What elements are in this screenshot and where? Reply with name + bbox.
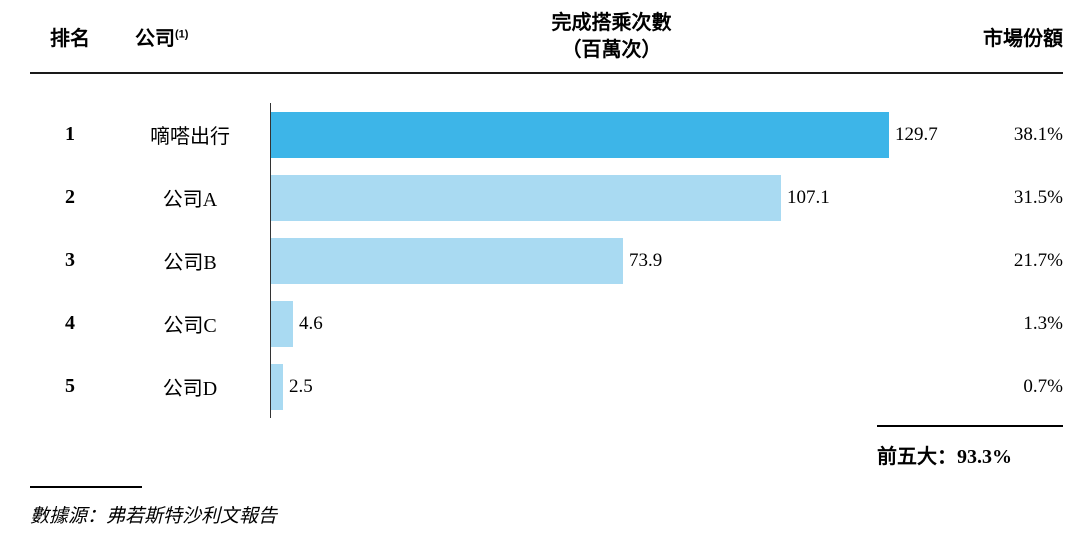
source-text: 數據源：弗若斯特沙利文報告 bbox=[30, 506, 278, 527]
bar-cell: 129.7 bbox=[270, 103, 953, 166]
bar-value-label: 107.1 bbox=[787, 186, 830, 208]
rank-cell: 1 bbox=[65, 123, 75, 145]
total-box: 前五大：93.3% bbox=[877, 425, 1063, 469]
rank-cell: 5 bbox=[65, 375, 75, 397]
rank-cell: 4 bbox=[65, 312, 75, 334]
bar-cell: 107.1 bbox=[270, 166, 953, 229]
company-cell: 公司C bbox=[163, 315, 217, 337]
table-row: 2 公司A 107.1 31.5% bbox=[30, 166, 1063, 229]
bar-value-label: 4.6 bbox=[299, 312, 323, 334]
header-share: 市場份額 bbox=[983, 28, 1063, 50]
company-cell: 嘀嗒出行 bbox=[150, 126, 230, 148]
rank-cell: 2 bbox=[65, 186, 75, 208]
bar-cell: 2.5 bbox=[270, 355, 953, 418]
bar-cell: 73.9 bbox=[270, 229, 953, 292]
header-rides-line1: 完成搭乘次數 bbox=[551, 12, 672, 34]
share-cell: 21.7% bbox=[1013, 249, 1063, 271]
footnote-marker: (1) bbox=[175, 28, 189, 41]
total-row: 前五大：93.3% bbox=[30, 425, 1063, 469]
total-value: 93.3% bbox=[957, 446, 1012, 468]
table-header: 排名 公司(1) 完成搭乘次數 （百萬次） 市場份額 bbox=[30, 10, 1063, 64]
bar-cell: 4.6 bbox=[270, 292, 953, 355]
company-cell: 公司D bbox=[162, 378, 218, 400]
table-row: 1 嘀嗒出行 129.7 38.1% bbox=[30, 103, 1063, 166]
header-rank: 排名 bbox=[50, 28, 90, 50]
table-row: 5 公司D 2.5 0.7% bbox=[30, 355, 1063, 418]
ride-bar bbox=[271, 237, 623, 284]
share-cell: 0.7% bbox=[1023, 375, 1063, 397]
company-cell: 公司A bbox=[162, 189, 218, 211]
header-company: 公司(1) bbox=[110, 10, 270, 51]
total-text: 前五大：93.3% bbox=[877, 440, 1063, 469]
header-rides: 完成搭乘次數 （百萬次） bbox=[270, 10, 953, 64]
total-label: 前五大： bbox=[877, 446, 957, 468]
ride-bar bbox=[271, 174, 781, 221]
header-divider bbox=[30, 72, 1063, 74]
share-cell: 38.1% bbox=[1013, 123, 1063, 145]
source-note: 數據源：弗若斯特沙利文報告 bbox=[30, 486, 277, 528]
header-rides-line2: （百萬次） bbox=[561, 39, 662, 61]
bar-value-label: 73.9 bbox=[629, 249, 663, 271]
share-cell: 1.3% bbox=[1023, 312, 1063, 334]
ride-bar bbox=[271, 300, 293, 347]
table-body: 1 嘀嗒出行 129.7 38.1% 2 公司A 107.1 31.5% 3 公… bbox=[30, 103, 1063, 418]
table-row: 4 公司C 4.6 1.3% bbox=[30, 292, 1063, 355]
source-divider bbox=[30, 486, 142, 488]
ride-bar bbox=[271, 363, 283, 410]
ride-bar bbox=[271, 111, 889, 158]
company-cell: 公司B bbox=[163, 252, 217, 274]
header-company-label: 公司 bbox=[135, 28, 175, 50]
rank-cell: 3 bbox=[65, 249, 75, 271]
table-row: 3 公司B 73.9 21.7% bbox=[30, 229, 1063, 292]
bar-value-label: 129.7 bbox=[895, 123, 938, 145]
share-cell: 31.5% bbox=[1013, 186, 1063, 208]
bar-value-label: 2.5 bbox=[289, 375, 313, 397]
